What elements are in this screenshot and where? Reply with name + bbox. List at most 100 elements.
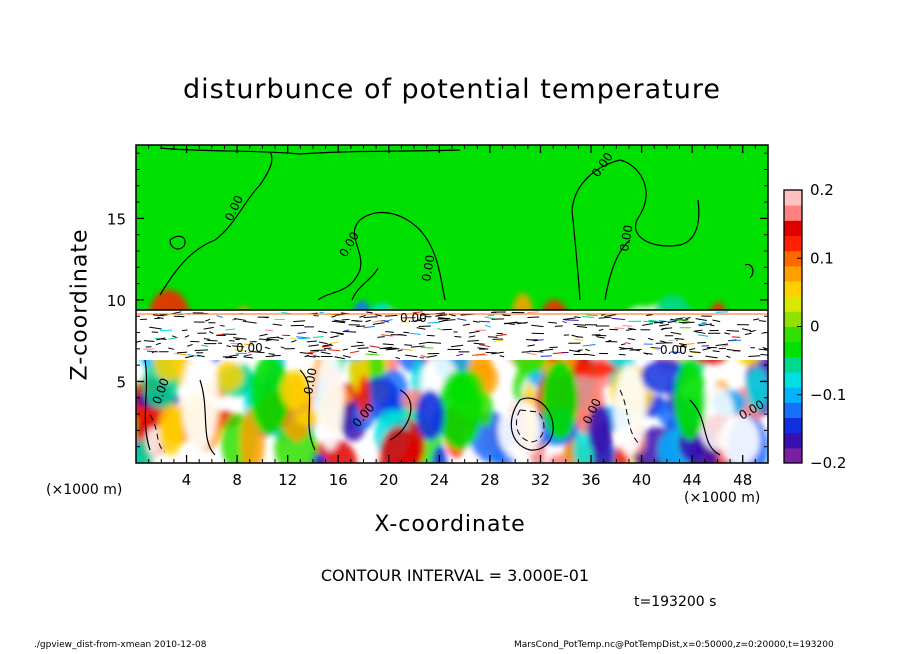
field-blob [498, 400, 542, 460]
field-blob [588, 405, 612, 455]
colorbar-tick-label: −0.1 [810, 386, 846, 404]
colorbar-segment [784, 341, 802, 358]
contour-line [510, 397, 554, 451]
band-stroke [331, 320, 345, 324]
band-stroke [351, 319, 359, 323]
band-fill [136, 310, 768, 360]
band-stroke [363, 325, 375, 329]
band-stroke [491, 351, 504, 355]
band-stroke [670, 331, 682, 335]
colorbar-tick-label: 0.1 [810, 249, 834, 267]
band-stroke [496, 332, 503, 335]
band-stroke [650, 346, 661, 349]
band-stroke [503, 321, 518, 325]
band-stroke [330, 331, 344, 335]
band-stroke [242, 320, 257, 324]
band-stroke [725, 355, 731, 359]
band-stroke [622, 325, 633, 327]
band-stroke [320, 351, 331, 355]
band-stroke [729, 339, 742, 342]
x-axis-label: X-coordinate [374, 512, 526, 537]
band-stroke [318, 341, 328, 345]
band-stroke [695, 318, 707, 321]
field-blob [215, 360, 244, 392]
band-stroke [670, 318, 676, 321]
band-stroke [149, 326, 162, 330]
field-blob [182, 350, 218, 450]
contour-line [144, 359, 151, 451]
band-stroke [157, 316, 164, 320]
colorbar-segment [784, 417, 802, 434]
field-blob [614, 365, 646, 455]
band-stroke [322, 344, 334, 348]
band-stroke [272, 323, 283, 326]
band-stroke [412, 311, 423, 314]
band-stroke [715, 343, 729, 347]
band-stroke [351, 344, 365, 348]
band-stroke [151, 331, 159, 333]
band-stroke [234, 349, 246, 352]
band-stroke [385, 331, 394, 333]
field-blob [313, 453, 327, 463]
band-stroke [416, 327, 426, 330]
band-stroke [219, 325, 225, 327]
band-stroke [382, 343, 394, 346]
band-stroke [478, 344, 491, 348]
colorbar-tick-label: −0.2 [810, 454, 846, 472]
band-stroke [525, 339, 538, 341]
band-stroke [702, 347, 711, 351]
band-stroke [582, 343, 596, 347]
contour-label: 0.00 [660, 343, 687, 357]
band-stroke [618, 346, 628, 350]
band-stroke [402, 348, 413, 351]
band-stroke [724, 332, 731, 335]
band-stroke [741, 328, 752, 332]
band-stroke [263, 316, 268, 319]
band-stroke [651, 348, 660, 351]
band-stroke [308, 344, 319, 347]
x-unit-label-right: (×1000 m) [684, 490, 761, 506]
band-stroke [381, 334, 393, 337]
band-stroke [586, 314, 598, 317]
band-stroke [692, 351, 702, 354]
band-stroke [331, 315, 336, 318]
band-stroke [473, 342, 485, 345]
band-stroke [625, 341, 631, 345]
y-axis-ticks: 5 10 15 [107, 152, 768, 448]
band-stroke [526, 352, 537, 355]
band-stroke [356, 325, 366, 328]
y-tick-label: 5 [116, 373, 126, 391]
heatmap-field: 0.000.000.000.000.000.00 0.000.00 0.00 0.00… [136, 145, 768, 463]
x-tick-label: 32 [531, 471, 550, 489]
band-stroke [216, 315, 223, 318]
band-stroke [181, 329, 188, 332]
band-stroke [306, 340, 317, 343]
band-stroke [471, 354, 478, 357]
band-stroke [554, 325, 563, 327]
band-stroke [442, 319, 456, 322]
time-annotation: t=193200 s [634, 594, 717, 610]
band-stroke [749, 329, 756, 333]
band-stroke [527, 316, 540, 319]
x-unit-label-left: (×1000 m) [46, 482, 123, 498]
band-stroke [646, 314, 653, 316]
band-stroke [468, 330, 480, 334]
band-stroke [584, 353, 595, 357]
band-stroke [232, 345, 245, 348]
band-stroke [377, 336, 385, 338]
band-stroke [748, 355, 761, 358]
x-tick-label: 28 [480, 471, 499, 489]
band-stroke [330, 335, 339, 339]
band-stroke [674, 338, 685, 340]
band-stroke [229, 340, 235, 342]
band-stroke [243, 356, 253, 359]
contour-interval-annotation: CONTOUR INTERVAL = 3.000E-01 [320, 566, 590, 585]
band-stroke [426, 354, 437, 358]
contour-label: 0.00 [400, 311, 427, 325]
band-stroke [366, 311, 373, 314]
band-stroke [312, 349, 327, 352]
band-stroke [208, 331, 214, 334]
band-stroke [322, 343, 332, 347]
field-blob [438, 370, 482, 450]
band-stroke [365, 353, 380, 356]
